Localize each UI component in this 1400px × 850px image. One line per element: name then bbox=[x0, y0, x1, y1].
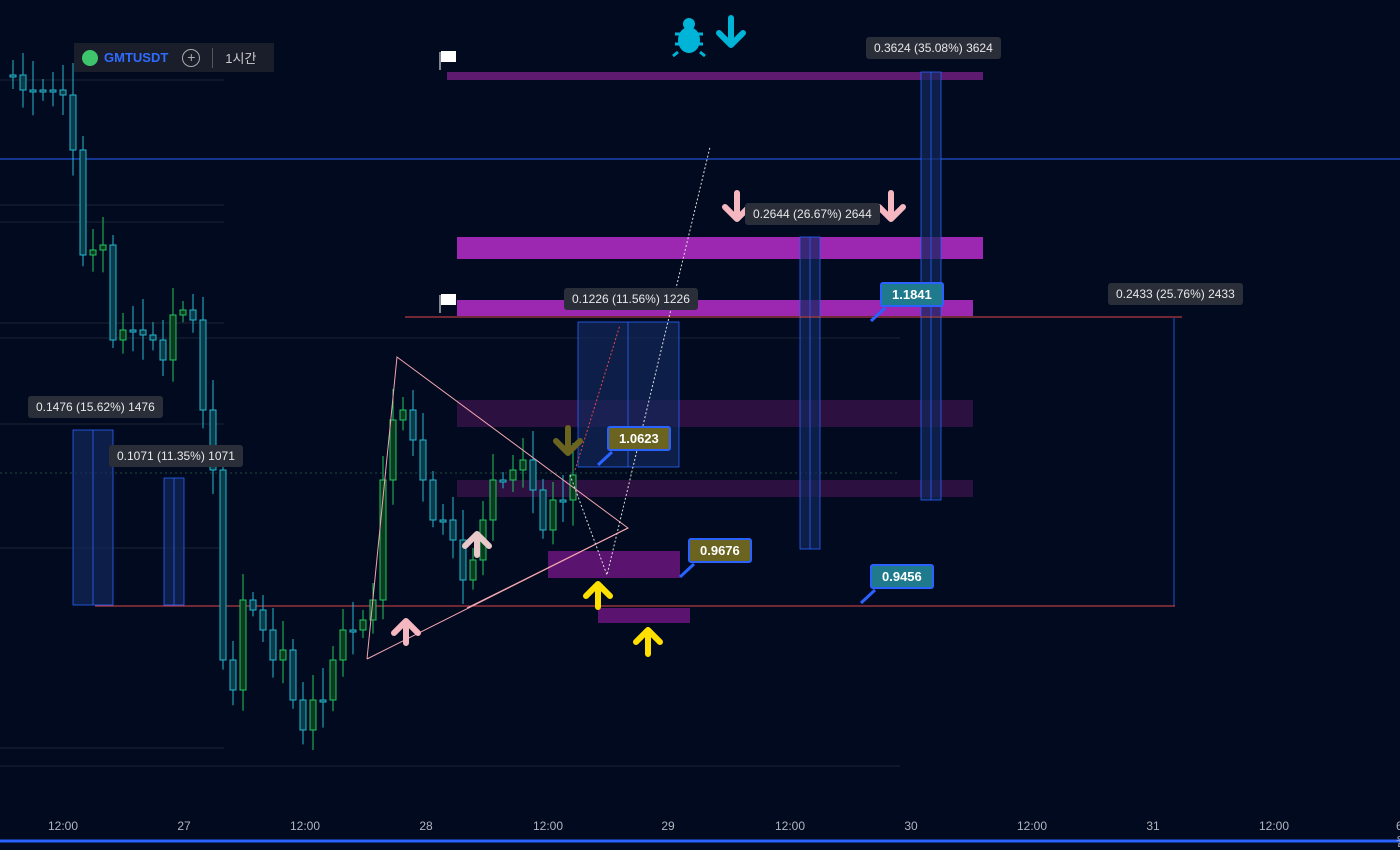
flags bbox=[439, 51, 456, 313]
candle-body bbox=[399, 409, 407, 421]
candle-body bbox=[149, 334, 157, 341]
time-label: 6월 bbox=[1396, 819, 1400, 849]
candle-body bbox=[449, 519, 457, 541]
time-label: 31 bbox=[1146, 819, 1160, 833]
candle-body bbox=[39, 89, 47, 93]
candle-body bbox=[439, 519, 447, 523]
time-label: 29 bbox=[661, 819, 675, 833]
candle-body bbox=[79, 149, 87, 256]
candle-body bbox=[309, 699, 317, 731]
interval[interactable]: 1시간 bbox=[225, 51, 257, 66]
candle-body bbox=[19, 74, 27, 91]
candle-body bbox=[339, 629, 347, 661]
candle-body bbox=[509, 469, 517, 481]
candle-body bbox=[139, 329, 147, 336]
candle-body bbox=[409, 409, 417, 441]
time-label: 30 bbox=[904, 819, 918, 833]
measure-label: 0.1226 (11.56%) 1226 bbox=[564, 288, 698, 310]
candle-body bbox=[529, 459, 537, 491]
candle-body bbox=[89, 249, 97, 256]
candle-body bbox=[419, 439, 427, 481]
candle-body bbox=[539, 489, 547, 531]
candle-body bbox=[219, 469, 227, 661]
candle-body bbox=[269, 629, 277, 661]
candle-body bbox=[59, 89, 67, 96]
candle-body bbox=[239, 599, 247, 691]
candle-body bbox=[299, 699, 307, 731]
candle-body bbox=[429, 479, 437, 521]
time-label: 12:00 bbox=[289, 819, 321, 833]
candle-body bbox=[469, 559, 477, 581]
time-label: 27 bbox=[177, 819, 191, 833]
candle-body bbox=[459, 539, 467, 581]
candle-body bbox=[559, 499, 567, 503]
candle-body bbox=[349, 629, 357, 633]
candle-body bbox=[549, 499, 557, 531]
price-tag: 1.1841 bbox=[880, 282, 944, 307]
time-label: 12:00 bbox=[47, 819, 79, 833]
add-button[interactable]: + bbox=[182, 48, 201, 67]
measure-label: 0.3624 (35.08%) 3624 bbox=[866, 37, 1001, 59]
candle-body bbox=[29, 89, 37, 93]
candle-body bbox=[109, 244, 117, 341]
candle-body bbox=[389, 419, 397, 481]
candle-body bbox=[209, 409, 217, 471]
candle-body bbox=[249, 599, 257, 611]
candle-body bbox=[329, 659, 337, 701]
time-label: 12:00 bbox=[532, 819, 564, 833]
candle-body bbox=[519, 459, 527, 471]
candle-body bbox=[159, 339, 167, 361]
candle-body bbox=[199, 319, 207, 411]
candle-body bbox=[259, 609, 267, 631]
candle-body bbox=[69, 94, 77, 151]
symbol[interactable]: GMTUSDT bbox=[104, 50, 169, 65]
candle-body bbox=[129, 329, 137, 333]
arrows bbox=[391, 15, 906, 657]
candle-body bbox=[319, 699, 327, 703]
candle-body bbox=[489, 479, 497, 521]
price-tag: 0.9676 bbox=[688, 538, 752, 563]
symbol-bar: GMTUSDT + 1시간 bbox=[74, 43, 274, 72]
candle-body bbox=[379, 479, 387, 601]
candle-body bbox=[229, 659, 237, 691]
candle-body bbox=[289, 649, 297, 701]
candle-body bbox=[169, 314, 177, 361]
candle-body bbox=[99, 244, 107, 251]
candle-body bbox=[279, 649, 287, 661]
candle-body bbox=[179, 309, 187, 316]
tag-pointers bbox=[596, 306, 887, 605]
candle-body bbox=[359, 619, 367, 631]
measure-boxes bbox=[72, 71, 1175, 606]
time-label: 12:00 bbox=[1016, 819, 1048, 833]
measure-label: 0.1476 (15.62%) 1476 bbox=[28, 396, 163, 418]
candles bbox=[9, 53, 577, 750]
candle-body bbox=[49, 89, 57, 93]
divider bbox=[212, 47, 214, 68]
candle-body bbox=[499, 479, 507, 483]
time-label: 28 bbox=[419, 819, 433, 833]
candle-body bbox=[189, 309, 197, 321]
time-label: 12:00 bbox=[774, 819, 806, 833]
bug-icon bbox=[672, 18, 706, 58]
triangle bbox=[366, 356, 629, 660]
symbol-icon bbox=[82, 49, 98, 66]
candle-body bbox=[119, 329, 127, 341]
time-label: 12:00 bbox=[1258, 819, 1290, 833]
price-tag: 1.0623 bbox=[607, 426, 671, 451]
measure-label: 0.1071 (11.35%) 1071 bbox=[109, 445, 243, 467]
candle-body bbox=[9, 74, 17, 78]
price-tag: 0.9456 bbox=[870, 564, 934, 589]
measure-label: 0.2644 (26.67%) 2644 bbox=[745, 203, 880, 225]
measure-label: 0.2433 (25.76%) 2433 bbox=[1108, 283, 1243, 305]
